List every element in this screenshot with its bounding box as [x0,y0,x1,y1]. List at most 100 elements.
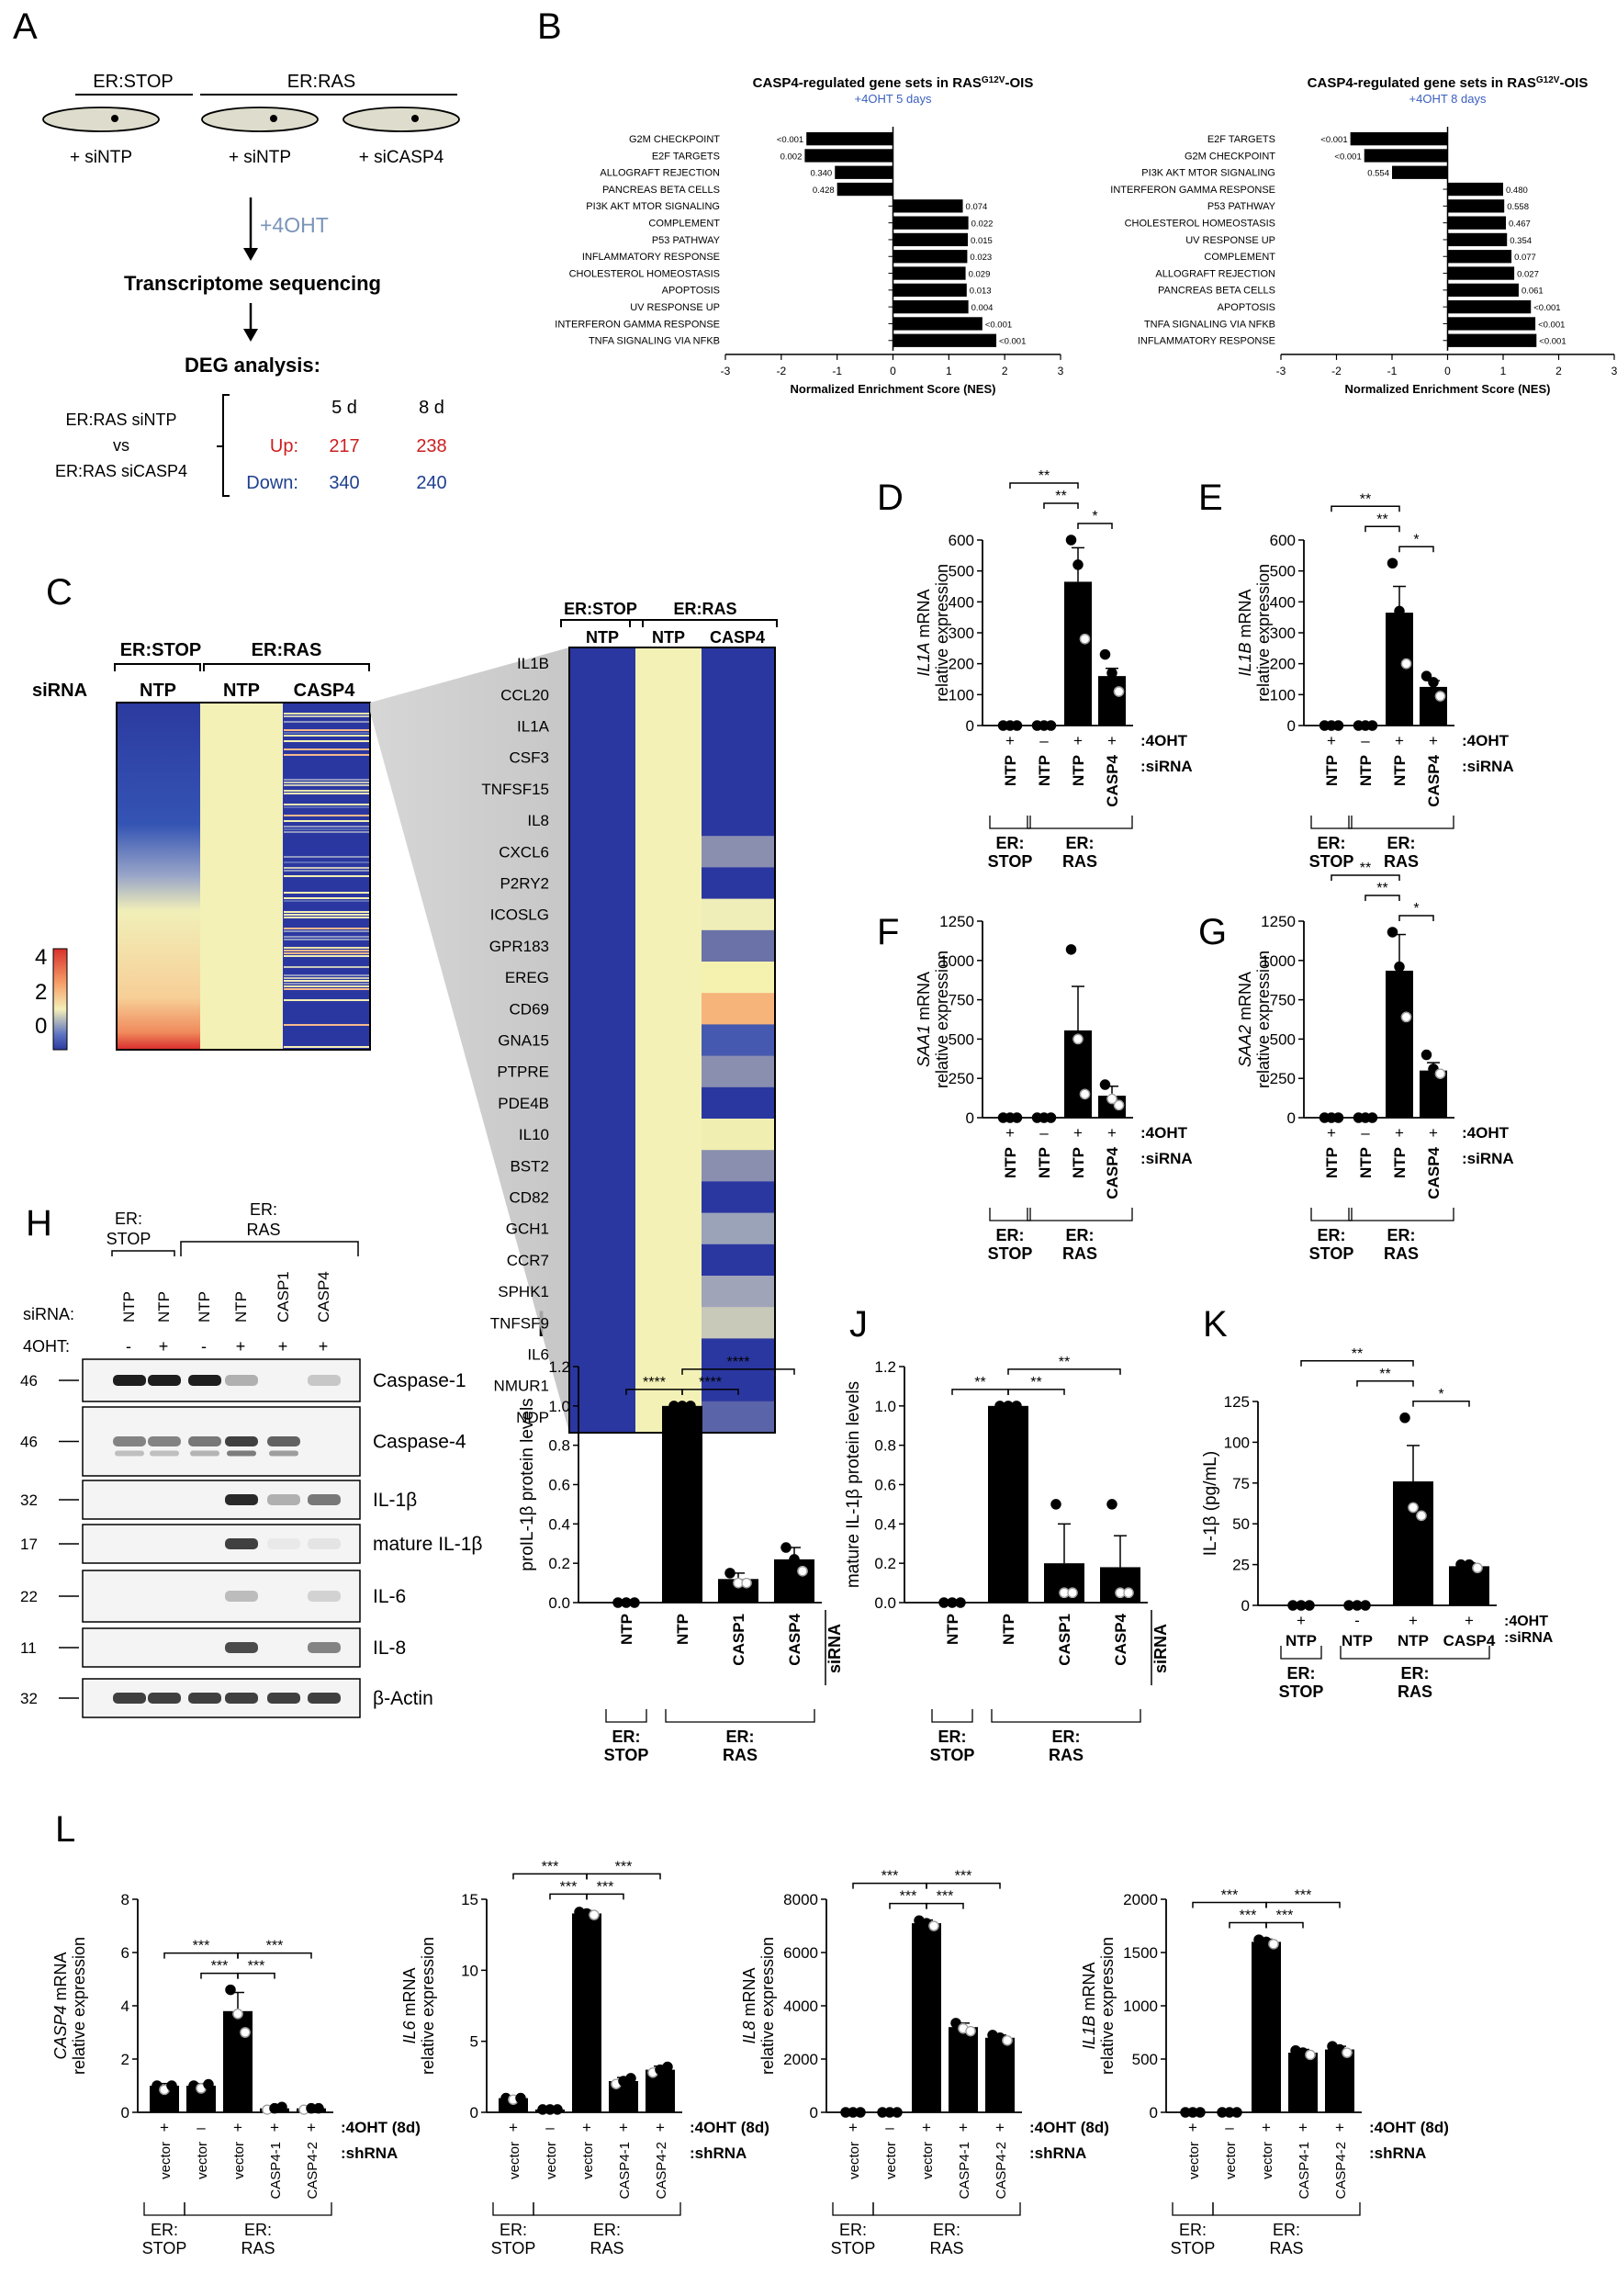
zoom-cell-er-ras-casp4 [702,1369,775,1402]
chart-l3-si-label: vector [847,2142,862,2179]
zoom-cell-er-stop [569,929,635,962]
h-blot-band [148,1693,181,1704]
chart-k-sig-bracket [1412,1401,1470,1407]
si-label-1: + siNTP [70,148,132,167]
chart-g-ohst-label: + [1327,1124,1336,1142]
panel-c: ER:STOP ER:RAS siRNA NTP NTP CASP4 4 2 0… [32,600,778,1434]
zoom-cell-er-stop [569,1086,635,1120]
heatmap-stripe [284,1024,369,1026]
panel-letter-E: E [1198,478,1223,518]
chart-k-y-tick-label: 0 [1241,1597,1250,1615]
chart-l3-ohst-label: + [922,2119,931,2136]
nes-chart-5d-title-sup: G12V [982,75,1005,85]
up-5d: 217 [329,436,359,456]
chart-l1-ohst-label: + [307,2119,316,2136]
chart-d-er-stop-bracket [989,816,1031,829]
chart-f-y-tick-label: 1250 [939,913,974,930]
chart-j-er-stop-2: STOP [930,1746,975,1764]
heatmap-stripe [284,754,369,756]
chart-e-y-label-gene: IL1B [1236,642,1254,676]
zoom-gene-label: CD69 [510,1000,549,1018]
chart-i-sig-bracket [681,1368,795,1375]
chart-j-y-label: mature IL-1β protein levels [844,1381,863,1588]
chart-f-y-tick-label: 750 [949,992,974,1009]
chart-i-er-ras-bracket [665,1709,815,1723]
zoom-er-ras: ER:RAS [673,600,736,618]
chart-e-y-tick-label: 100 [1270,686,1296,703]
heatmap-sirna: siRNA [32,681,87,701]
nes-chart-5d-pvalue: 0.022 [971,219,994,230]
chart-g-er-ras-2: RAS [1384,1244,1419,1263]
h-blot-band [267,1693,300,1704]
heatmap-stripe [284,710,369,712]
h-mw-label: 32 [20,1690,38,1707]
chart-k-er-ras-bracket [1340,1646,1490,1660]
chart-l3-y-label-gene: IL8 [740,2020,758,2043]
chart-g-ohst-label: – [1361,1124,1370,1142]
nes-chart-8d-pvalue: <0.001 [1539,337,1566,347]
chart-d-si-label: CASP4 [1104,754,1121,806]
nes-chart-8d-category-label: UV RESPONSE UP [1185,235,1275,246]
chart-l3-sig-label: *** [937,1889,954,1905]
chart-l2-y-tick-label: 10 [461,1962,478,1979]
zoom-cell-er-ras-casp4 [702,1307,775,1339]
chart-e-y-tick-label: 300 [1270,625,1296,642]
zoom-cell-er-ras-ntp [635,1024,702,1057]
nes-chart-8d-x-tick-label: -2 [1331,365,1342,377]
zoom-col-ntp1: NTP [586,628,619,647]
h-lane-ohst: - [126,1337,131,1356]
nes-chart-8d-title-post: -OIS [1559,75,1588,91]
nes-chart-8d-bar [1447,300,1532,314]
nes-chart-5d-title-post: -OIS [1005,75,1033,91]
heatmap-stripe [284,831,369,833]
chart-f-y-tick-label: 250 [949,1070,974,1087]
chart-l1-er-stop-2: STOP [142,2239,187,2257]
nes-chart-8d-bar [1447,283,1519,297]
chart-j-si-tag: siRNA [1151,1624,1170,1673]
chart-i-data-point-ring [797,1566,808,1577]
chart-g-y-tick-label: 0 [1287,1109,1296,1127]
zoom-cell-er-ras-casp4 [702,1150,775,1182]
chart-l3-sig-label: *** [900,1889,917,1905]
chart-d-y-tick-label: 500 [949,563,974,580]
chart-l3-data-point-ring [928,1920,939,1931]
nes-chart-8d-category-label: PI3K AKT MTOR SIGNALING [1141,168,1275,179]
chart-e-y-tick-label: 500 [1270,563,1296,580]
chart-e-data-point [1428,677,1439,688]
h-blot-band [225,1538,258,1549]
nes-chart-5d-bar [893,283,967,297]
panel-letter-A: A [13,6,38,47]
chart-g-y-tick-label: 500 [1270,1030,1296,1048]
panel-h: ER: STOP ER: RAS siRNA: 4OHT: NTP NTP NTP NTP CASP… [20,1200,482,1718]
chart-l2-er-stop-1: ER: [500,2221,527,2239]
zoom-gene-label: PDE4B [498,1095,549,1112]
chart-l2-si-label: CASP4-1 [617,2142,633,2200]
chart-f-data-point-ring [1079,1088,1091,1099]
chart-e-data-point [1387,557,1398,568]
chart-k-er-stop-bracket [1280,1646,1322,1660]
chart-l1-y-tick-label: 8 [121,1891,129,1908]
chart-f-er-stop-1: ER: [996,1226,1025,1244]
arrow-2-head [243,329,258,342]
chart-l1-data-point-ring [232,2009,243,2020]
chart-d-y-label-2: relative expression [933,564,951,702]
chart-g-si-tag: :siRNA [1462,1150,1514,1167]
zoom-gene-label: EREG [505,969,549,986]
chart-l4-data-point-ring [1342,2047,1353,2058]
h-lane-ohst: + [236,1337,246,1356]
heatmap-stripe [284,859,369,861]
chart-l1-y-tick-label: 6 [121,1944,129,1962]
chart-l1-data-point [225,1984,236,1996]
chart-l2-y-tick-label: 5 [470,2033,478,2051]
nes-chart-8d-bar [1447,182,1503,197]
chart-l2-si-label: vector [544,2142,559,2179]
legend-tick-4: 4 [35,945,47,970]
nes-chart-8d-bar [1447,232,1508,247]
heatmap-stripe [284,798,369,800]
chart-l2-bar [572,1913,601,2112]
nes-chart-8d-x-tick-label: -3 [1276,365,1286,377]
nes-chart-5d-category-label: E2F TARGETS [652,151,720,162]
chart-l4-si-label: CASP4-1 [1297,2142,1312,2200]
h-mw-label: 22 [20,1588,38,1605]
chart-l3-er-stop-bracket [832,2202,874,2216]
